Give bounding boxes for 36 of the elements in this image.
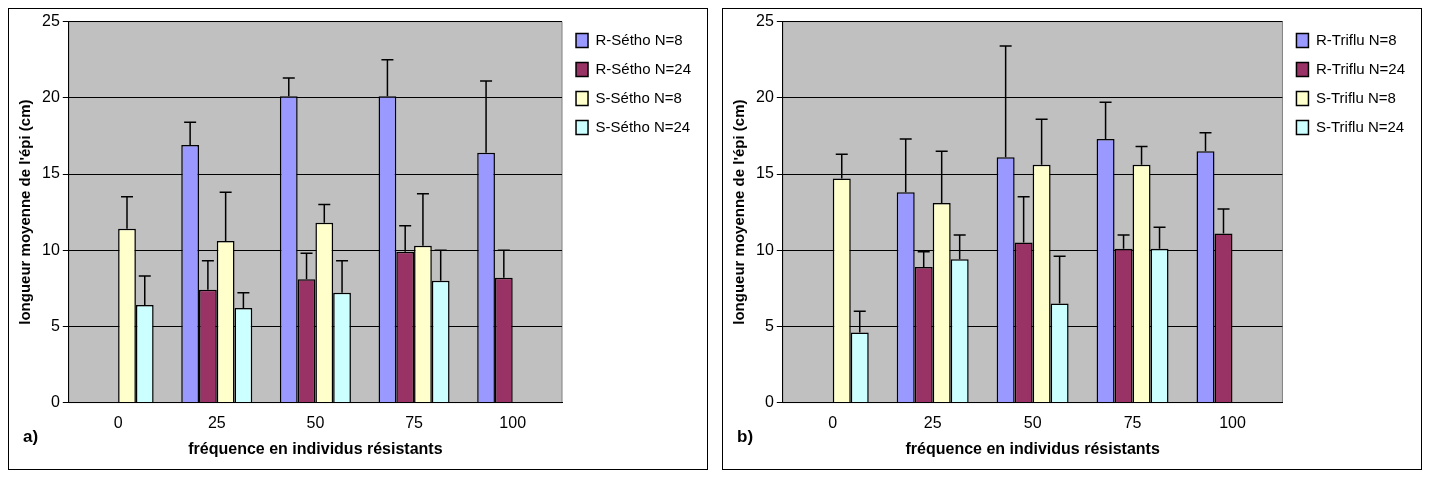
- y-tick-label: 15: [756, 164, 774, 182]
- y-tick-label: 20: [42, 88, 60, 106]
- legend-label: R-Sétho N=24: [595, 59, 692, 77]
- legend-label: S-Triflu N=8: [1315, 88, 1396, 106]
- x-tick-label: 75: [1123, 413, 1142, 431]
- y-axis-title: longueur moyenne de l'épi (cm): [730, 99, 748, 325]
- x-tick-label: 100: [1219, 413, 1246, 431]
- x-tick-label: 0: [828, 413, 838, 431]
- x-tick-label: 100: [499, 413, 527, 431]
- legend-label: S-Sétho N=24: [595, 117, 691, 135]
- x-tick-label: 75: [405, 413, 424, 431]
- y-tick-label: 25: [42, 12, 60, 30]
- legend-label: R-Triflu N=24: [1315, 59, 1406, 77]
- x-tick-label: 50: [1023, 413, 1042, 431]
- y-axis-title: longueur moyenne de l'épi (cm): [16, 99, 34, 325]
- x-tick-label: 25: [923, 413, 942, 431]
- legend-label: R-Sétho N=8: [595, 30, 683, 48]
- legend-label: S-Sétho N=8: [595, 88, 682, 106]
- y-tick-label: 5: [50, 316, 60, 334]
- y-tick-label: 0: [50, 393, 60, 411]
- y-tick-label: 0: [764, 393, 774, 411]
- y-tick-label: 10: [756, 240, 774, 258]
- text: a): [23, 426, 39, 446]
- y-tick-label: 20: [756, 88, 774, 106]
- legend-label: R-Triflu N=8: [1315, 30, 1397, 48]
- x-axis-title: fréquence en individus résistants: [905, 439, 1160, 457]
- x-tick-label: 25: [207, 413, 226, 431]
- y-tick-label: 10: [42, 240, 60, 258]
- y-tick-label: 25: [756, 12, 774, 30]
- x-tick-label: 0: [113, 413, 123, 431]
- y-tick-label: 5: [764, 316, 774, 334]
- legend-label: S-Triflu N=24: [1315, 117, 1405, 135]
- x-tick-label: 50: [306, 413, 325, 431]
- x-axis-title: fréquence en individus résistants: [188, 439, 443, 457]
- y-tick-label: 15: [42, 164, 60, 182]
- text: b): [737, 426, 754, 446]
